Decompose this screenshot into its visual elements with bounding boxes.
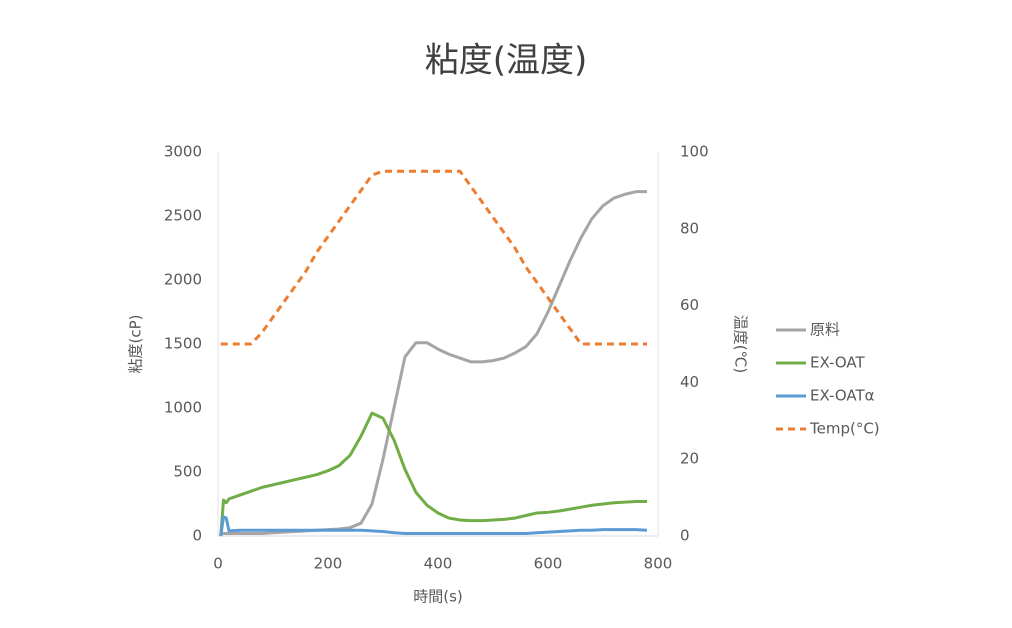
legend-label: 原料 (810, 321, 840, 339)
y-tick-label: 3000 (164, 143, 202, 161)
x-tick-label: 200 (314, 555, 343, 573)
y-tick-label: 0 (192, 527, 202, 545)
x-tick-label: 400 (424, 555, 453, 573)
y2-axis-label: 温度(℃) (732, 315, 750, 374)
y-tick-label: 2500 (164, 207, 202, 225)
y2-tick-label: 60 (680, 296, 699, 314)
y2-tick-label: 20 (680, 450, 699, 468)
series-line (219, 411, 647, 537)
y-tick-label: 1500 (164, 335, 202, 353)
x-axis-label: 時間(s) (413, 588, 463, 606)
legend-label: EX-OAT (810, 354, 865, 372)
x-tick-label: 600 (534, 555, 563, 573)
chart-title: 粘度(温度) (425, 41, 588, 81)
series-line (219, 515, 648, 537)
y2-tick-label: 80 (680, 219, 699, 237)
series-line (220, 169, 647, 346)
y2-tick-label: 100 (680, 143, 709, 161)
y-axis-label: 粘度(cP) (127, 315, 145, 374)
y-tick-label: 500 (173, 463, 202, 481)
y-tick-label: 2000 (164, 271, 202, 289)
x-tick-label: 800 (644, 555, 673, 573)
series-line (220, 190, 647, 535)
y2-tick-label: 0 (680, 527, 690, 545)
y-tick-label: 1000 (164, 399, 202, 417)
legend-label: Temp(°C) (809, 420, 880, 438)
legend-label: EX-OATα (810, 387, 875, 405)
x-tick-label: 0 (213, 555, 223, 573)
y2-tick-label: 40 (680, 373, 699, 391)
